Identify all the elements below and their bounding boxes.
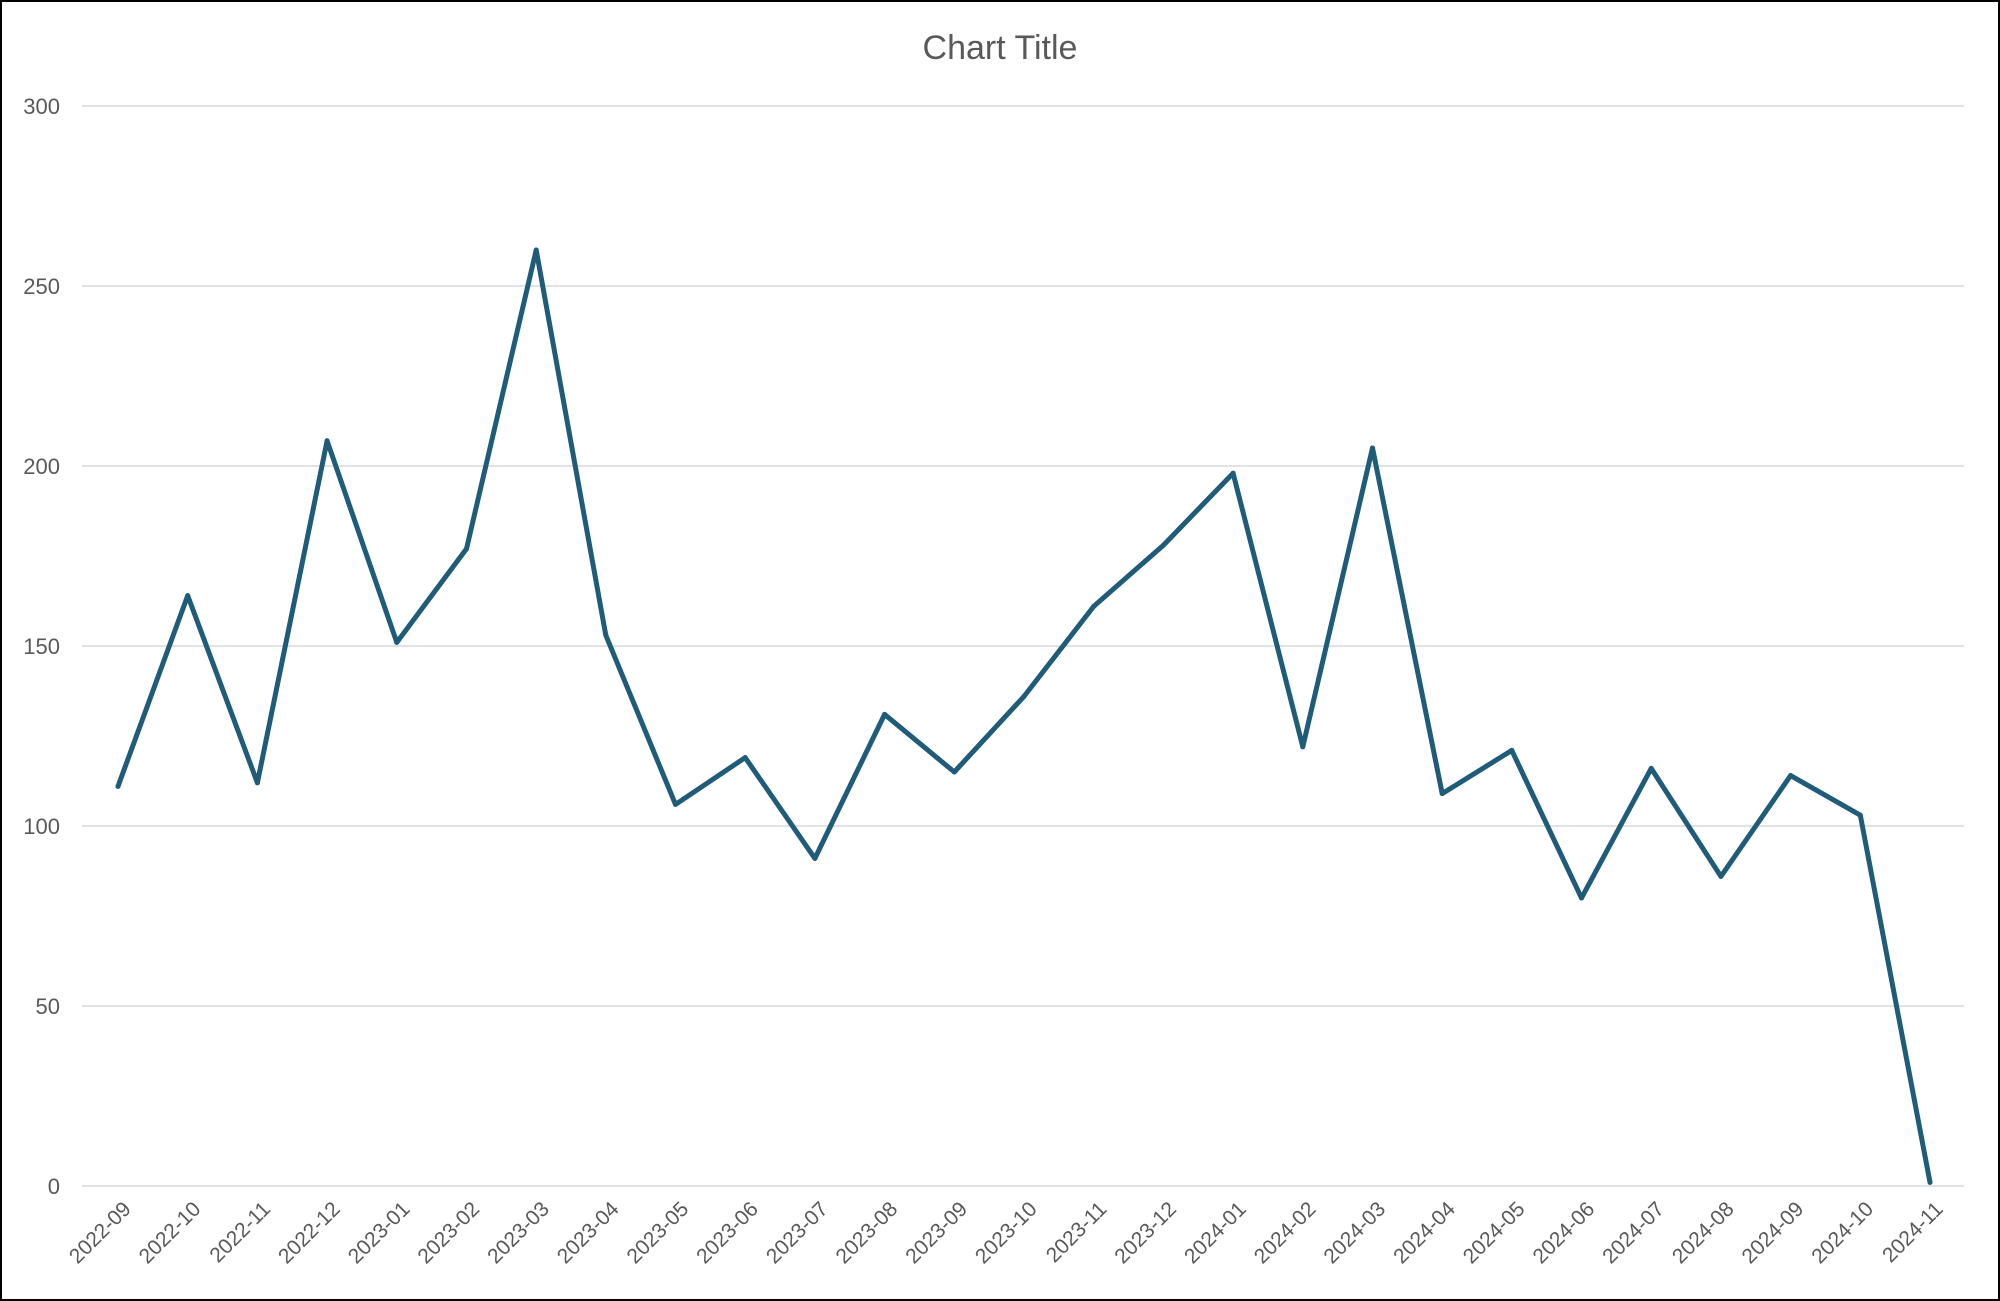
data-point — [463, 546, 469, 552]
x-tick-label: 2023-06 — [692, 1197, 763, 1268]
data-point — [1369, 445, 1375, 451]
y-tick-label: 250 — [23, 274, 60, 299]
x-tick-label: 2023-07 — [762, 1197, 833, 1268]
x-tick-label: 2023-10 — [971, 1197, 1042, 1268]
data-point — [185, 593, 191, 599]
data-point — [1300, 744, 1306, 750]
data-point — [1021, 693, 1027, 699]
x-tick-label: 2023-03 — [483, 1197, 554, 1268]
x-tick-label: 2022-11 — [205, 1197, 275, 1267]
x-tick-label: 2022-12 — [274, 1197, 345, 1268]
x-tick-label: 2023-08 — [832, 1197, 903, 1268]
data-point — [742, 755, 748, 761]
x-tick-label: 2023-09 — [901, 1197, 972, 1268]
data-point — [1857, 812, 1863, 818]
chart-title: Chart Title — [923, 29, 1078, 67]
y-tick-label: 0 — [48, 1174, 60, 1199]
x-tick-label: 2024-05 — [1459, 1197, 1530, 1268]
x-tick-label: 2022-09 — [65, 1197, 136, 1268]
data-point — [812, 855, 818, 861]
x-tick-label: 2023-05 — [622, 1197, 693, 1268]
x-tick-label: 2024-02 — [1250, 1197, 1321, 1268]
data-point — [951, 769, 957, 775]
data-point — [533, 247, 539, 253]
data-point — [1788, 773, 1794, 779]
x-tick-label: 2023-04 — [553, 1197, 624, 1268]
data-point — [1509, 747, 1515, 753]
series-line-0 — [115, 247, 1933, 1185]
x-tick-label: 2024-06 — [1528, 1197, 1599, 1268]
data-point — [882, 711, 888, 717]
y-axis-tick-labels: 0 50 100 150 200 250 300 — [23, 94, 60, 1199]
data-point — [1091, 603, 1097, 609]
x-tick-label: 2024-08 — [1668, 1197, 1739, 1268]
x-tick-label: 2023-02 — [413, 1197, 484, 1268]
series-lines — [115, 247, 1933, 1185]
x-tick-label: 2023-11 — [1042, 1197, 1112, 1267]
y-tick-label: 300 — [23, 94, 60, 119]
x-tick-label: 2022-10 — [135, 1197, 206, 1268]
data-point — [1718, 873, 1724, 879]
data-point — [1648, 765, 1654, 771]
data-point — [394, 639, 400, 645]
data-point — [254, 780, 260, 786]
x-tick-label: 2023-01 — [344, 1197, 415, 1268]
data-point — [1230, 470, 1236, 476]
y-tick-label: 150 — [23, 634, 60, 659]
x-tick-label: 2024-03 — [1319, 1197, 1390, 1268]
y-tick-label: 50 — [36, 994, 60, 1019]
x-tick-label: 2023-12 — [1110, 1197, 1181, 1268]
y-tick-label: 200 — [23, 454, 60, 479]
x-tick-label: 2024-04 — [1389, 1197, 1460, 1268]
data-point — [603, 632, 609, 638]
data-point — [1579, 895, 1585, 901]
data-point — [115, 783, 121, 789]
data-point — [1439, 791, 1445, 797]
data-point — [1160, 542, 1166, 548]
x-tick-label: 2024-10 — [1807, 1197, 1878, 1268]
y-tick-label: 100 — [23, 814, 60, 839]
x-tick-label: 2024-01 — [1180, 1197, 1251, 1268]
x-tick-label: 2024-09 — [1738, 1197, 1809, 1268]
x-tick-label: 2024-07 — [1598, 1197, 1669, 1268]
x-tick-label: 2024-11 — [1878, 1197, 1948, 1267]
data-point — [673, 801, 679, 807]
data-point — [1927, 1179, 1933, 1185]
gridlines — [82, 105, 1964, 1187]
data-point — [324, 438, 330, 444]
